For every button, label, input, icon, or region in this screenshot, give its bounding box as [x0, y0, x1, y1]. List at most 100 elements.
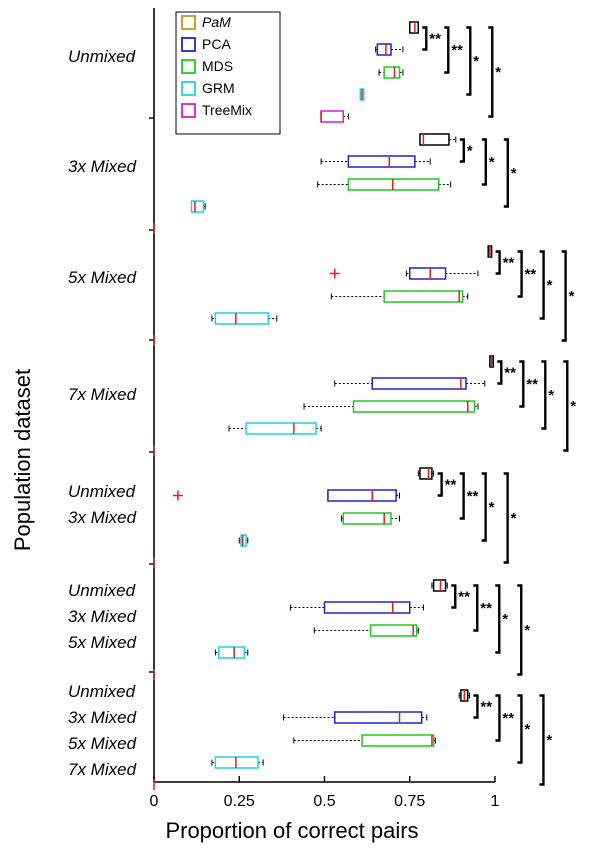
outlier-marker	[172, 490, 183, 501]
box-rect	[214, 756, 259, 769]
significance-label: *	[548, 387, 554, 404]
significance-label: *	[524, 622, 530, 639]
category-label: 7x Mixed	[68, 385, 137, 404]
bracket-line	[437, 472, 443, 497]
box-grm	[238, 534, 249, 547]
box-rect	[342, 512, 392, 525]
significance-label: *	[489, 154, 495, 171]
bracket-line	[517, 694, 523, 764]
legend-entry: GRM	[202, 80, 235, 96]
box-pam	[489, 355, 495, 368]
significance-label: *	[467, 143, 473, 160]
bracket-line	[488, 26, 494, 118]
box-rect	[327, 489, 397, 502]
box-grm	[190, 200, 206, 213]
category-label: 7x Mixed	[68, 760, 137, 779]
category-label: Unmixed	[68, 47, 136, 66]
bracket-line	[517, 584, 523, 676]
bracket-line	[563, 360, 569, 452]
significance-bracket: *	[459, 138, 473, 163]
significance-label: *	[495, 64, 501, 81]
box-rect	[383, 290, 464, 303]
legend-swatch	[181, 37, 196, 52]
box-pam	[409, 21, 420, 34]
category-label: Unmixed	[68, 581, 136, 600]
box-grm	[211, 756, 264, 769]
box-rect	[323, 601, 411, 614]
significance-bracket: *	[503, 138, 517, 208]
legend-swatch	[181, 15, 196, 30]
significance-bracket: *	[503, 472, 517, 564]
box-rect	[432, 579, 447, 592]
significance-bracket: **	[495, 250, 514, 275]
category-label: Unmixed	[68, 682, 136, 701]
bracket-line	[495, 694, 501, 742]
significance-bracket: *	[517, 694, 530, 764]
significance-bracket: *	[539, 694, 552, 786]
significance-bracket: *	[466, 26, 479, 96]
significance-bracket: **	[422, 26, 441, 51]
bracket-line	[422, 26, 428, 51]
legend-swatch	[181, 59, 196, 74]
box-pca	[283, 711, 428, 724]
significance-label: **	[467, 488, 479, 505]
box-mds	[341, 512, 401, 525]
category-label: 5x Mixed	[68, 268, 137, 287]
bracket-line	[539, 250, 545, 320]
significance-label: **	[451, 42, 463, 59]
bracket-line	[541, 360, 547, 430]
significance-label: **	[502, 710, 514, 727]
significance-label: *	[473, 53, 479, 70]
significance-label: **	[525, 266, 537, 283]
category-label: 3x Mixed	[68, 607, 137, 626]
significance-bracket: **	[519, 360, 538, 408]
box-rect	[245, 422, 317, 435]
bracket-line	[459, 472, 465, 520]
box-rect	[347, 178, 440, 191]
significance-bracket: *	[517, 584, 530, 676]
box-pam	[487, 245, 493, 258]
box-grm	[359, 88, 365, 101]
box-rect	[190, 200, 205, 213]
significance-label: *	[570, 398, 576, 415]
significance-label: **	[429, 31, 441, 48]
category-label: 5x Mixed	[68, 734, 137, 753]
significance-label: **	[480, 699, 492, 716]
significance-bracket: **	[459, 472, 479, 520]
significance-label: *	[511, 165, 517, 182]
significance-bracket: *	[488, 26, 501, 118]
box-mds	[330, 290, 469, 303]
bracket-line	[451, 584, 457, 609]
box-pam	[458, 689, 470, 702]
category-label: 3x Mixed	[68, 157, 137, 176]
significance-label: **	[480, 600, 492, 617]
significance-bracket: **	[473, 694, 492, 719]
significance-label: **	[504, 365, 516, 382]
bracket-line	[503, 138, 509, 208]
legend-entry: TreeMix	[202, 102, 252, 118]
bracket-line	[495, 584, 501, 654]
category-label: 3x Mixed	[68, 508, 137, 527]
significance-bracket: **	[495, 694, 514, 742]
box-rect	[376, 43, 392, 56]
box-pca	[375, 43, 404, 56]
box-rect	[240, 534, 247, 547]
box-rect	[333, 711, 423, 724]
significance-bracket: *	[563, 360, 576, 452]
box-grm	[211, 312, 278, 325]
significance-bracket: **	[497, 360, 516, 385]
significance-label: *	[547, 277, 553, 294]
significance-bracket: **	[437, 472, 457, 497]
significance-bracket: *	[481, 138, 495, 186]
significance-label: **	[445, 477, 457, 494]
x-tick-label: 0	[150, 793, 159, 810]
significance-label: *	[524, 721, 530, 738]
significance-label: *	[489, 499, 495, 516]
box-grm	[228, 422, 322, 435]
box-mds	[303, 400, 479, 413]
box-mds	[317, 178, 452, 191]
box-mds	[293, 734, 436, 747]
category-label: Unmixed	[68, 482, 136, 501]
